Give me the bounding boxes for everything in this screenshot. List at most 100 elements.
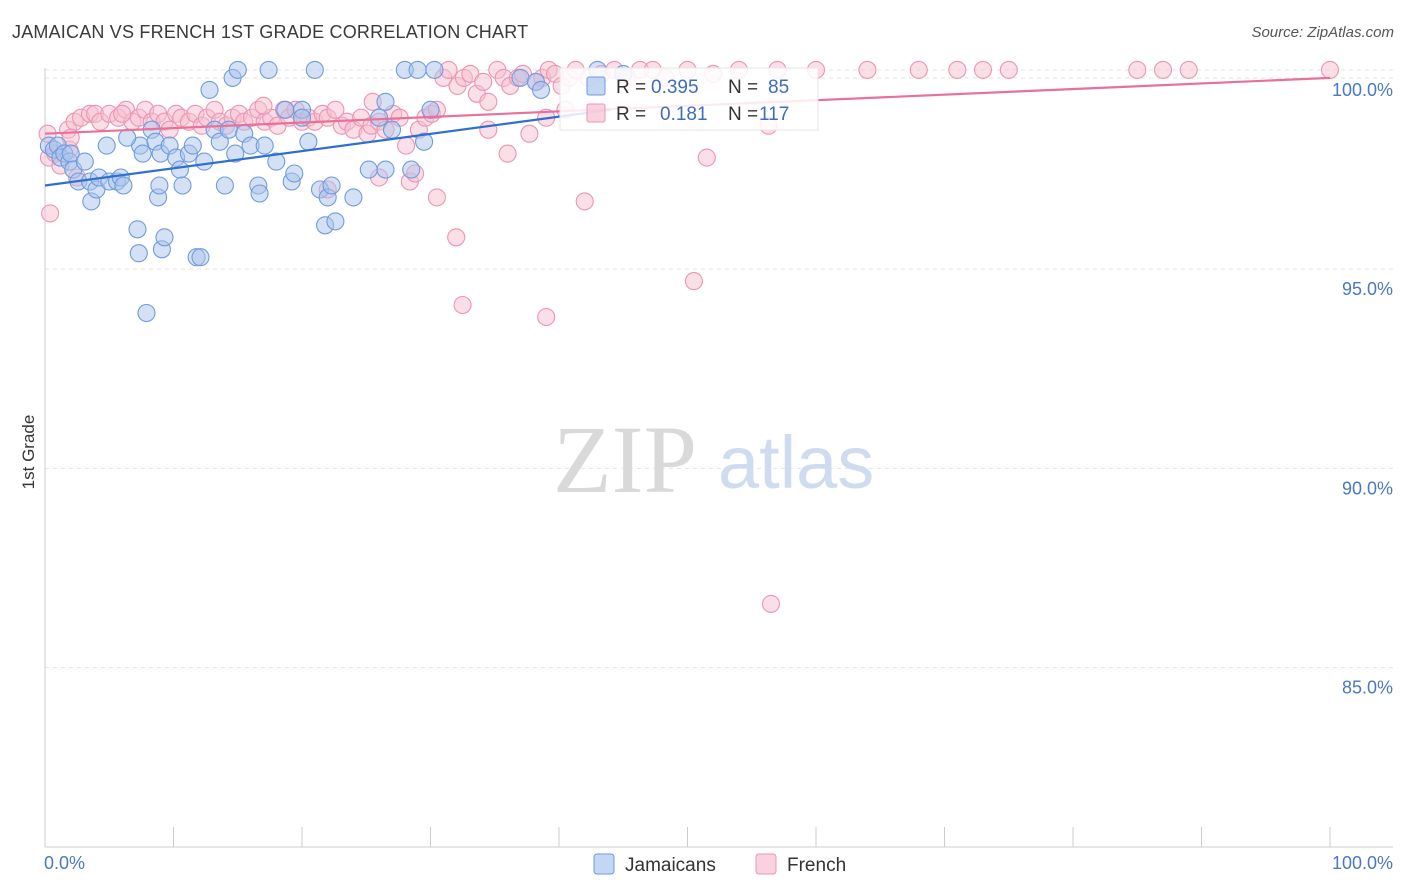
french-r-label: R = bbox=[616, 104, 646, 125]
french-stat-swatch bbox=[586, 103, 606, 123]
jamaican-point bbox=[531, 80, 551, 99]
y-tick-label: 100.0% bbox=[1332, 80, 1393, 100]
jamaican-point bbox=[259, 60, 278, 79]
french-point bbox=[761, 594, 781, 613]
jamaican-point bbox=[118, 128, 137, 147]
french-point bbox=[1320, 60, 1340, 79]
x-tick-label-min: 0.0% bbox=[44, 853, 85, 873]
jamaican-point bbox=[75, 152, 94, 171]
jamaican-point bbox=[170, 160, 189, 179]
french-point bbox=[1153, 60, 1173, 79]
jamaican-point bbox=[255, 136, 274, 155]
french-point bbox=[474, 72, 493, 91]
french-point bbox=[397, 136, 416, 155]
chart-title: JAMAICAN VS FRENCH 1ST GRADE CORRELATION… bbox=[12, 22, 529, 42]
french-point bbox=[447, 228, 466, 247]
jamaican-point bbox=[344, 188, 363, 207]
jamaican-point bbox=[376, 92, 395, 111]
jamaican-point bbox=[408, 60, 427, 79]
jamaican-point bbox=[376, 160, 395, 179]
jamaican-point bbox=[276, 100, 295, 119]
french-point bbox=[453, 295, 472, 315]
french-point bbox=[973, 60, 993, 79]
french-point bbox=[575, 192, 594, 211]
jamaican-point bbox=[226, 144, 245, 163]
french-point bbox=[1179, 60, 1198, 79]
legend-jamaicans-swatch bbox=[593, 853, 615, 875]
french-point bbox=[479, 120, 498, 139]
french-point bbox=[999, 60, 1018, 79]
french-point bbox=[520, 124, 539, 143]
french-point bbox=[427, 188, 446, 207]
jamaican-point bbox=[219, 120, 238, 139]
jamaican-points bbox=[39, 60, 633, 323]
jamaican-point bbox=[215, 176, 234, 195]
jamaican-point bbox=[137, 303, 156, 323]
french-point bbox=[326, 100, 345, 119]
jamaican-point bbox=[305, 60, 324, 79]
jamaican-point bbox=[285, 164, 304, 183]
y-tick-label: 95.0% bbox=[1342, 279, 1393, 299]
jamaican-point bbox=[114, 176, 133, 195]
french-point bbox=[858, 60, 877, 79]
french-point bbox=[41, 204, 60, 223]
jamaican-r-label: R = bbox=[616, 77, 646, 98]
jamaican-point bbox=[183, 136, 202, 155]
legend-french-label: French bbox=[787, 855, 846, 876]
french-points bbox=[38, 60, 1340, 613]
jamaican-point bbox=[128, 220, 147, 239]
french-point bbox=[498, 144, 517, 163]
french-point bbox=[1128, 60, 1147, 79]
y-axis-title: 1st Grade bbox=[19, 415, 38, 490]
jamaican-point bbox=[322, 176, 341, 195]
jamaican-trend-line bbox=[44, 108, 611, 187]
gridlines: 85.0% 90.0% 95.0% 100.0% bbox=[45, 69, 1393, 698]
jamaican-point bbox=[359, 160, 378, 179]
y-tick-label: 90.0% bbox=[1342, 478, 1393, 498]
stats-legend: R = 0.395 N = 85 R = 0.181 N = 117 bbox=[559, 67, 819, 131]
jamaican-point bbox=[267, 152, 286, 171]
french-n-label: N = bbox=[728, 104, 758, 125]
french-r-value: 0.181 bbox=[660, 104, 708, 125]
jamaican-stat-swatch bbox=[586, 76, 606, 96]
watermark: ZIP atlas bbox=[553, 406, 874, 513]
jamaican-point bbox=[133, 144, 152, 163]
jamaican-point bbox=[250, 184, 269, 203]
bottom-legend: Jamaicans French bbox=[593, 853, 846, 876]
french-point bbox=[461, 64, 480, 83]
jamaican-point bbox=[415, 132, 434, 151]
jamaican-point bbox=[210, 132, 229, 151]
jamaican-point bbox=[326, 212, 345, 231]
jamaican-point bbox=[195, 152, 214, 171]
french-point bbox=[909, 60, 928, 79]
jamaican-point bbox=[402, 160, 421, 179]
french-point bbox=[479, 92, 498, 111]
jamaican-point bbox=[228, 60, 247, 79]
jamaican-point bbox=[129, 244, 148, 263]
french-n-value: 117 bbox=[759, 104, 789, 125]
x-tick-label-max: 100.0% bbox=[1332, 853, 1393, 873]
jamaican-point bbox=[97, 136, 116, 155]
jamaican-point bbox=[511, 68, 530, 87]
axes bbox=[44, 68, 1393, 848]
jamaican-point bbox=[382, 120, 402, 139]
y-tick-label: 85.0% bbox=[1342, 678, 1393, 698]
source-label: Source: ZipAtlas.com bbox=[1251, 24, 1394, 41]
french-point bbox=[697, 148, 716, 167]
jamaican-point bbox=[421, 100, 440, 119]
french-point bbox=[684, 272, 703, 291]
jamaican-point bbox=[191, 248, 210, 267]
legend-french-swatch bbox=[755, 853, 777, 875]
watermark-atlas: atlas bbox=[718, 421, 874, 504]
jamaican-point bbox=[150, 176, 169, 195]
french-point bbox=[537, 307, 556, 327]
jamaican-n-value: 85 bbox=[768, 77, 789, 98]
jamaican-point bbox=[173, 176, 192, 195]
jamaican-n-label: N = bbox=[728, 77, 758, 98]
jamaican-point bbox=[425, 60, 444, 79]
jamaican-point bbox=[299, 132, 318, 151]
jamaican-point bbox=[370, 108, 389, 127]
french-point bbox=[113, 104, 132, 123]
french-point bbox=[948, 60, 967, 79]
